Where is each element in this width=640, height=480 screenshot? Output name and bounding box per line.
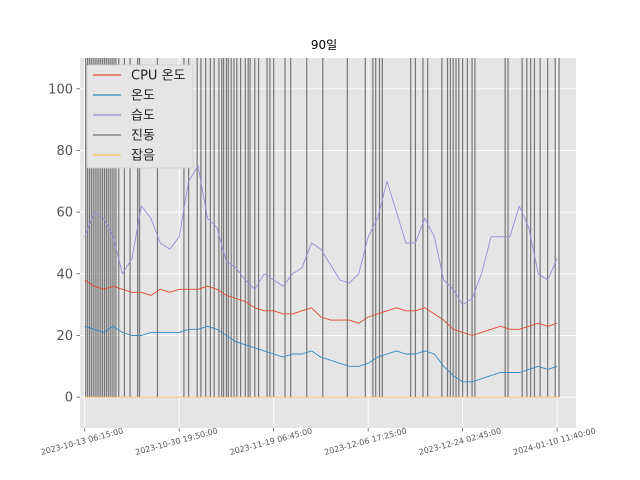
- series-line: [84, 325, 558, 383]
- y-tick-label: 60: [56, 206, 73, 221]
- legend-label: 진동: [131, 129, 155, 144]
- series-1: [84, 325, 558, 383]
- legend-label: 잡음: [131, 149, 155, 164]
- y-tick-label: 0: [65, 391, 73, 406]
- series-0: [84, 279, 558, 336]
- series-line: [84, 165, 558, 306]
- legend-label: 습도: [131, 109, 155, 124]
- y-tick-label: 80: [56, 144, 73, 159]
- chart-title: 90일: [311, 38, 337, 52]
- series-line: [84, 279, 558, 336]
- y-tick-label: 20: [56, 329, 73, 344]
- series-2: [84, 165, 558, 306]
- legend-label: CPU 온도: [131, 69, 186, 84]
- legend-label: 온도: [131, 89, 155, 104]
- y-tick-label: 100: [48, 82, 73, 97]
- y-axis-ticks: 0 20 40 60 80 100: [48, 82, 80, 406]
- y-tick-label: 40: [56, 267, 73, 282]
- legend-box: [86, 64, 194, 169]
